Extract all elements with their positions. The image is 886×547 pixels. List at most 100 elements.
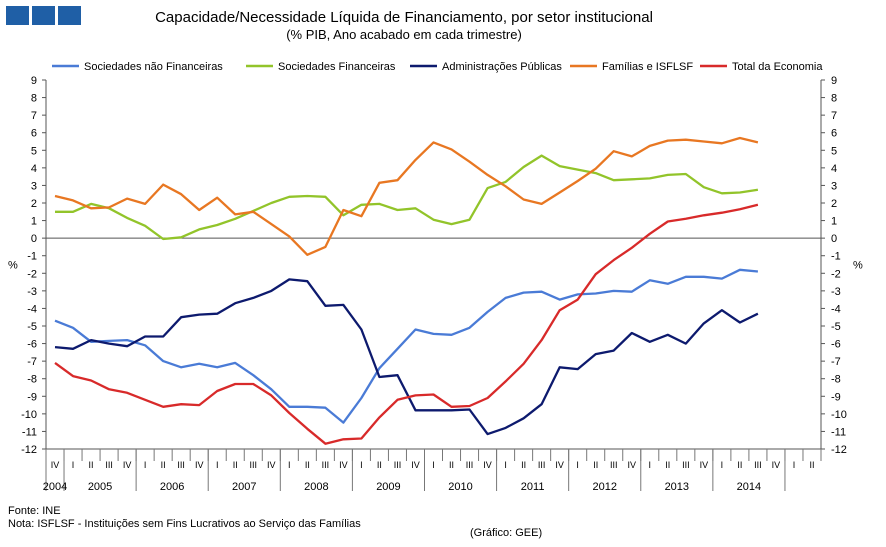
x-quarter-label: IV: [700, 460, 709, 470]
y-tick-label-right: -9: [831, 391, 841, 403]
x-quarter-label: II: [809, 460, 814, 470]
y-tick-label-right: -4: [831, 303, 841, 315]
x-quarter-label: III: [754, 460, 762, 470]
x-quarter-label: III: [682, 460, 690, 470]
x-year-label: 2006: [160, 481, 184, 493]
x-quarter-label: II: [233, 460, 238, 470]
legend-label: Famílias e ISFLSF: [602, 61, 693, 73]
series-line: [54, 203, 759, 445]
y-tick-label-left: -3: [27, 286, 37, 298]
y-axis-label-right: %: [853, 260, 863, 272]
x-year-label: 2013: [665, 481, 689, 493]
x-quarter-label: IV: [555, 460, 564, 470]
x-year-label: 2012: [592, 481, 616, 493]
x-quarter-label: III: [538, 460, 546, 470]
y-tick-label-left: 0: [31, 233, 37, 245]
x-year-label: 2009: [376, 481, 400, 493]
y-tick-label-left: 7: [31, 110, 37, 122]
y-tick-label-right: -12: [831, 444, 847, 456]
logo-block: [32, 6, 55, 25]
x-quarter-label: II: [449, 460, 454, 470]
y-tick-label-left: -8: [27, 374, 37, 386]
x-quarter-label: IV: [51, 460, 60, 470]
series-line: [54, 268, 759, 424]
series-line: [55, 154, 759, 241]
x-quarter-label: I: [432, 460, 435, 470]
x-quarter-label: III: [177, 460, 185, 470]
x-quarter-label: III: [250, 460, 258, 470]
x-quarter-label: IV: [195, 460, 204, 470]
x-quarter-label: IV: [339, 460, 348, 470]
y-tick-label-left: 5: [31, 145, 37, 157]
y-tick-label-right: 6: [831, 128, 837, 140]
y-tick-label-right: -1: [831, 251, 841, 263]
y-tick-label-left: -9: [27, 391, 37, 403]
abbreviation-note: Nota: ISFLSF - Instituições sem Fins Luc…: [8, 518, 361, 530]
series-line: [54, 136, 759, 256]
gee-logo-blocks-icon: [6, 6, 81, 25]
x-quarter-label: III: [322, 460, 330, 470]
legend-label: Sociedades não Financeiras: [84, 61, 223, 73]
y-tick-label-right: 1: [831, 216, 837, 228]
y-tick-label-left: 2: [31, 198, 37, 210]
y-tick-label-right: 2: [831, 198, 837, 210]
legend-label: Administrações Públicas: [442, 61, 562, 73]
x-year-label: 2007: [232, 481, 256, 493]
x-quarter-label: I: [576, 460, 579, 470]
y-tick-label-left: 6: [31, 128, 37, 140]
y-tick-label-left: -11: [22, 426, 37, 438]
x-quarter-label: III: [105, 460, 113, 470]
x-quarter-label: I: [72, 460, 75, 470]
y-tick-label-left: -1: [27, 251, 37, 263]
x-quarter-label: I: [793, 460, 796, 470]
logo-block: [58, 6, 81, 25]
x-quarter-label: III: [610, 460, 618, 470]
y-tick-label-right: 3: [831, 180, 837, 192]
y-tick-label-right: 9: [831, 75, 837, 87]
x-quarter-label: II: [161, 460, 166, 470]
y-tick-label-left: 3: [31, 180, 37, 192]
x-quarter-label: I: [721, 460, 724, 470]
x-quarter-label: I: [360, 460, 363, 470]
x-quarter-label: I: [216, 460, 219, 470]
x-year-label: 2005: [88, 481, 112, 493]
y-tick-label-right: -5: [831, 321, 841, 333]
y-tick-label-right: 0: [831, 233, 837, 245]
x-quarter-label: II: [305, 460, 310, 470]
series-line: [54, 278, 759, 436]
y-tick-label-left: 8: [31, 93, 37, 105]
x-quarter-label: IV: [772, 460, 781, 470]
y-tick-label-right: -7: [831, 356, 841, 368]
x-quarter-label: IV: [123, 460, 132, 470]
y-tick-label-right: 5: [831, 145, 837, 157]
x-quarter-label: II: [89, 460, 94, 470]
y-tick-label-left: -6: [27, 339, 37, 351]
logo-block: [6, 6, 29, 25]
y-tick-label-left: -12: [21, 444, 37, 456]
y-tick-label-left: 4: [31, 163, 37, 175]
x-quarter-label: IV: [483, 460, 492, 470]
x-quarter-label: II: [377, 460, 382, 470]
x-year-label: 2014: [737, 481, 761, 493]
x-quarter-label: II: [737, 460, 742, 470]
y-tick-label-left: 1: [31, 216, 37, 228]
x-quarter-label: II: [665, 460, 670, 470]
x-quarter-label: IV: [627, 460, 636, 470]
x-year-label: 2008: [304, 481, 328, 493]
x-quarter-label: III: [394, 460, 402, 470]
x-year-label: 2010: [448, 481, 472, 493]
y-tick-label-right: -3: [831, 286, 841, 298]
y-tick-label-right: 4: [831, 163, 837, 175]
y-tick-label-left: -7: [27, 356, 37, 368]
y-tick-label-left: 9: [31, 75, 37, 87]
x-year-label: 2004: [43, 481, 67, 493]
x-quarter-label: IV: [411, 460, 420, 470]
chart-subtitle: (% PIB, Ano acabado em cada trimestre): [286, 27, 522, 42]
chart-title: Capacidade/Necessidade Líquida de Financ…: [155, 9, 653, 26]
x-quarter-label: I: [288, 460, 291, 470]
legend-label: Total da Economia: [732, 61, 823, 73]
y-axis-label-left: %: [8, 260, 18, 272]
y-tick-label-left: -5: [27, 321, 37, 333]
chart-credit: (Gráfico: GEE): [470, 527, 543, 539]
